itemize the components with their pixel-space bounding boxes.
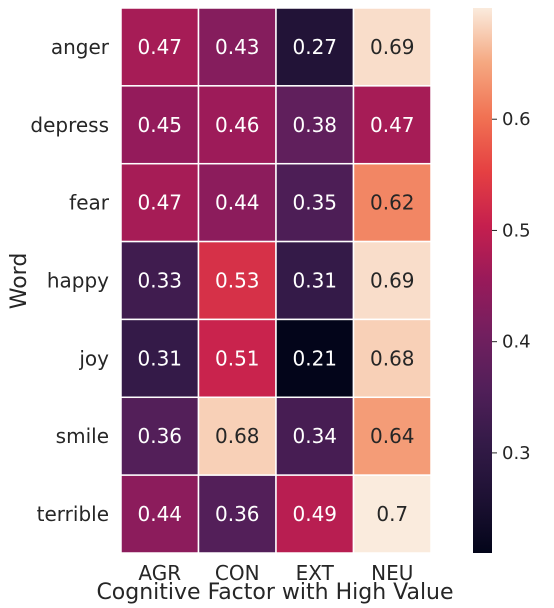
y-axis-label: Word — [7, 253, 32, 310]
cell-value-label: 0.31 — [137, 346, 182, 370]
heatmap-cell — [352, 396, 432, 476]
heatmap-cell — [120, 396, 200, 476]
heatmap-cell-labels: 0.47 0.43 0.27 0.69 0.45 0.46 0.38 0.47 0.47 0.44… — [137, 35, 414, 526]
cell-value-label: 0.38 — [292, 113, 337, 137]
y-tick-label: anger — [51, 35, 110, 59]
x-tick-labels: AGR CON EXT NEU — [138, 561, 413, 585]
cell-value-label: 0.33 — [137, 269, 182, 293]
heatmap-cell — [197, 396, 277, 476]
colorbar — [473, 8, 492, 553]
x-tick-label: CON — [215, 561, 260, 585]
heatmap-cell — [352, 85, 432, 165]
cell-value-label: 0.44 — [215, 191, 260, 215]
heatmap-cell — [352, 240, 432, 321]
heatmap-cell — [275, 474, 355, 554]
cell-value-label: 0.7 — [376, 502, 408, 526]
y-tick-labels: anger depress fear happy joy smile terrible — [30, 35, 109, 526]
cell-value-label: 0.47 — [370, 113, 415, 137]
cell-value-label: 0.68 — [370, 346, 415, 370]
heatmap-cell — [197, 240, 277, 321]
cell-value-label: 0.62 — [370, 191, 415, 215]
cell-value-label: 0.47 — [137, 191, 182, 215]
y-tick-label: terrible — [37, 502, 109, 526]
cell-value-label: 0.31 — [292, 269, 337, 293]
y-tick-label: happy — [47, 269, 109, 293]
cell-value-label: 0.69 — [370, 35, 415, 59]
y-tick-label: smile — [56, 424, 109, 448]
cell-value-label: 0.35 — [292, 191, 337, 215]
heatmap-cell — [352, 7, 432, 87]
cell-value-label: 0.51 — [215, 346, 260, 370]
y-tick-label: depress — [30, 113, 109, 137]
cell-value-label: 0.36 — [137, 424, 182, 448]
heatmap-cell — [352, 318, 432, 399]
cell-value-label: 0.44 — [137, 502, 182, 526]
x-tick-label: EXT — [296, 561, 335, 585]
cell-value-label: 0.27 — [292, 35, 337, 59]
x-tick-label: AGR — [138, 561, 181, 585]
heatmap-cell — [197, 318, 277, 399]
heatmap-cell — [120, 7, 200, 87]
heatmap-cell — [352, 162, 432, 243]
colorbar-tick-label: 0.3 — [502, 443, 531, 464]
colorbar-tick-label: 0.4 — [502, 332, 531, 353]
colorbar-ticks: 0.3 0.4 0.5 0.6 — [492, 109, 531, 464]
cell-value-label: 0.34 — [292, 424, 337, 448]
heatmap-cell — [120, 474, 200, 554]
heatmap-cell — [197, 162, 277, 243]
cell-value-label: 0.53 — [215, 269, 260, 293]
y-tick-label: fear — [69, 191, 110, 215]
cell-value-label: 0.68 — [215, 424, 260, 448]
heatmap-cell — [275, 318, 355, 399]
cell-value-label: 0.36 — [215, 502, 260, 526]
colorbar-tick-label: 0.6 — [502, 109, 531, 130]
x-tick-label: NEU — [371, 561, 413, 585]
colorbar-tick-label: 0.5 — [502, 220, 531, 241]
heatmap-cell — [352, 474, 432, 554]
heatmap-cell — [197, 85, 277, 165]
x-axis-label: Cognitive Factor with High Value — [96, 580, 453, 605]
heatmap-cell — [275, 7, 355, 87]
heatmap-cell — [120, 318, 200, 399]
y-tick-label: joy — [78, 346, 109, 370]
cell-value-label: 0.69 — [370, 269, 415, 293]
cell-value-label: 0.43 — [215, 35, 260, 59]
cell-value-label: 0.45 — [137, 113, 182, 137]
heatmap-cells — [120, 7, 432, 554]
heatmap-cell — [197, 7, 277, 87]
cell-value-label: 0.47 — [137, 35, 182, 59]
cell-value-label: 0.64 — [370, 424, 415, 448]
cell-value-label: 0.46 — [215, 113, 260, 137]
cell-value-label: 0.21 — [292, 346, 337, 370]
cell-value-label: 0.49 — [292, 502, 337, 526]
heatmap-cell — [275, 396, 355, 476]
